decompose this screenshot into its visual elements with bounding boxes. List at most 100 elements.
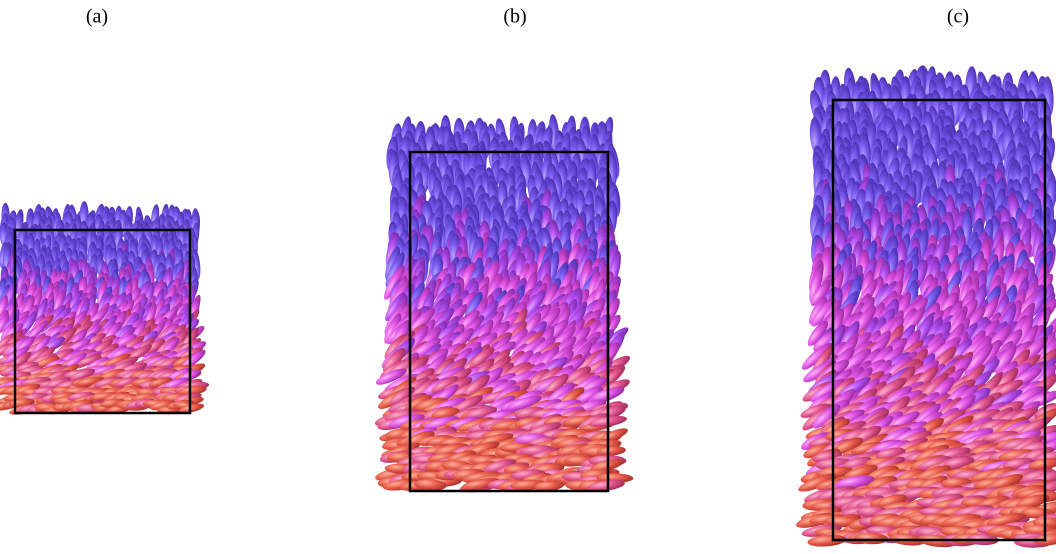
ellipsoid [876,494,907,508]
ellipsoid [800,403,831,418]
ellipsoid [915,465,951,482]
ellipsoid [807,320,829,347]
ellipsoid [52,289,65,316]
ellipsoid [16,269,28,295]
ellipsoid [0,333,16,351]
ellipsoid [149,400,176,411]
ellipsoid [986,513,1027,527]
ellipsoid [431,376,459,394]
ellipsoid [918,456,953,471]
ellipsoid [0,377,20,389]
ellipsoid [575,386,604,405]
ellipsoid [935,409,966,429]
ellipsoid [177,385,207,396]
ellipsoid [388,413,425,428]
simulation-panel [0,201,210,415]
ellipsoid [803,443,833,459]
ellipsoid [839,348,872,376]
ellipsoid [0,363,25,377]
ellipsoid [469,347,495,368]
ellipsoid [461,478,501,491]
ellipsoid [483,459,516,474]
ellipsoid [534,480,564,492]
ellipsoid [384,265,405,300]
ellipsoid [31,335,51,356]
ellipsoid [385,252,405,288]
panel-label: (c) [947,6,969,28]
simulation-panel [795,65,1056,548]
ellipsoid [977,339,1002,371]
ellipsoid [462,471,501,483]
ellipsoid [114,376,140,388]
ellipsoid [33,356,60,369]
ellipsoid [832,437,863,455]
ellipsoid [0,313,10,335]
ellipsoid [853,532,888,545]
ellipsoid [564,366,592,386]
ellipsoid [1016,494,1050,509]
ellipsoid [587,270,601,303]
ellipsoid [145,338,166,354]
panel-label: (a) [86,6,108,28]
ellipsoid [587,479,625,492]
panel-label: (b) [503,6,526,28]
ellipsoid [76,355,102,367]
ellipsoid [70,368,95,381]
ellipsoid [115,334,137,348]
simulation-panel [374,114,634,493]
ellipsoid [524,289,546,319]
ellipsoid [109,346,135,361]
ellipsoid [870,456,905,473]
ellipsoid [810,378,845,403]
simulation-box [831,98,1047,542]
ellipsoid [526,369,550,390]
ellipsoid [801,342,833,370]
ellipsoid [820,418,851,438]
ellipsoid [423,416,459,430]
ellipsoid [988,473,1024,491]
ellipsoid [99,368,126,381]
ellipsoid [64,352,87,370]
ellipsoid [16,362,39,372]
ellipsoid [866,475,898,492]
ellipsoid [166,367,193,382]
ellipsoid [389,386,415,406]
ellipsoid [148,377,173,388]
ellipsoid [67,338,91,353]
simulation-box [13,228,192,415]
ellipsoid [375,368,407,385]
ellipsoid [928,337,961,364]
ellipsoid [415,397,449,412]
ellipsoid [451,395,483,415]
ellipsoid [981,430,1019,443]
ellipsoid [914,444,950,464]
ellipsoid [544,373,569,396]
ellipsoid [26,346,49,364]
ellipsoid [807,534,847,547]
ellipsoid [45,377,71,390]
ellipsoid [382,348,406,373]
ellipsoid [994,344,1017,374]
ellipsoid [4,346,30,364]
ellipsoid [811,297,836,327]
ellipsoid [414,479,447,491]
ellipsoid [1006,341,1032,367]
ellipsoid [872,377,907,402]
simulation-box [408,150,610,493]
ellipsoid [63,276,75,301]
ellipsoid [89,365,120,376]
ellipsoid [843,464,878,481]
ellipsoid [384,313,402,344]
ellipsoid [964,343,993,376]
ellipsoid [798,473,837,492]
ellipsoid [966,408,1001,425]
ellipsoid [0,295,8,318]
ellipsoid [179,403,205,414]
ellipsoid [67,399,94,411]
ellipsoid [462,374,490,399]
ellipsoid [994,379,1024,398]
ellipsoid [1033,533,1056,546]
ellipsoid [103,353,131,368]
ellipsoid [75,376,104,387]
